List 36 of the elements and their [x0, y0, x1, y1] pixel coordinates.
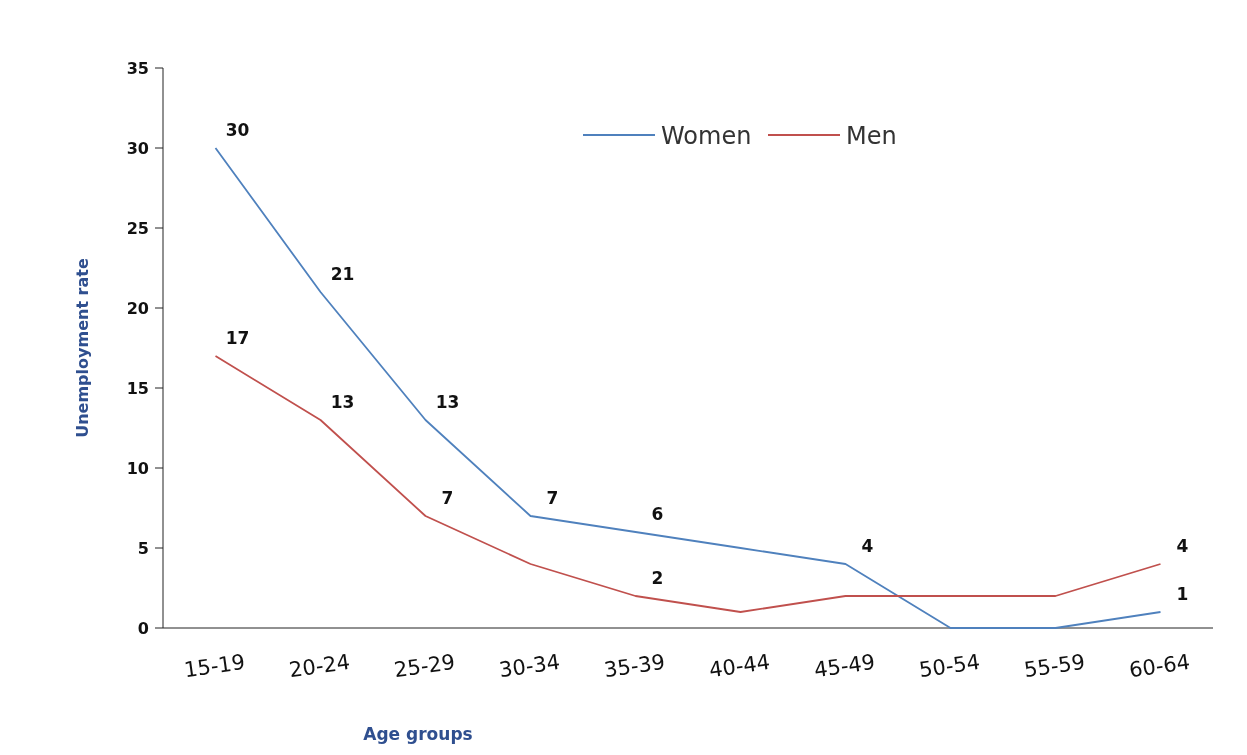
data-label: 1	[1176, 584, 1189, 604]
data-label: 13	[435, 392, 460, 412]
x-tick-label: 15-19	[182, 649, 247, 683]
x-tick-label: 25-29	[392, 649, 457, 683]
data-label: 4	[861, 536, 874, 556]
x-tick-label: 35-39	[602, 649, 667, 683]
y-tick-label: 10	[126, 459, 149, 478]
data-label: 30	[225, 120, 250, 140]
y-tick-label: 35	[126, 59, 149, 78]
y-tick-label: 25	[126, 219, 149, 238]
y-tick-label: 0	[137, 619, 149, 638]
data-label: 6	[651, 504, 664, 524]
legend-label: Women	[661, 122, 752, 150]
y-axis-title: Unemployment rate	[73, 258, 92, 438]
data-label: 2	[651, 568, 664, 588]
x-tick-label: 55-59	[1022, 649, 1087, 683]
x-tick-label: 20-24	[287, 649, 352, 683]
y-tick-label: 30	[126, 139, 149, 158]
x-axis-title: Age groups	[363, 724, 473, 744]
x-tick-label: 30-34	[497, 649, 562, 683]
data-label: 7	[546, 488, 559, 508]
x-tick-label: 60-64	[1127, 649, 1192, 683]
legend-label: Men	[846, 122, 897, 150]
x-tick-label: 45-49	[812, 649, 877, 683]
data-label: 4	[1176, 536, 1189, 556]
y-tick-label: 20	[126, 299, 149, 318]
line-series	[214, 147, 1162, 629]
x-tick-label: 40-44	[707, 649, 772, 683]
data-label: 17	[225, 328, 250, 348]
x-tick-label: 50-54	[917, 649, 982, 683]
data-label: 21	[330, 264, 355, 284]
y-tick-label: 15	[126, 379, 149, 398]
line-series	[214, 355, 1162, 613]
y-tick-label: 5	[137, 539, 149, 558]
data-label: 13	[330, 392, 355, 412]
data-label: 7	[441, 488, 454, 508]
